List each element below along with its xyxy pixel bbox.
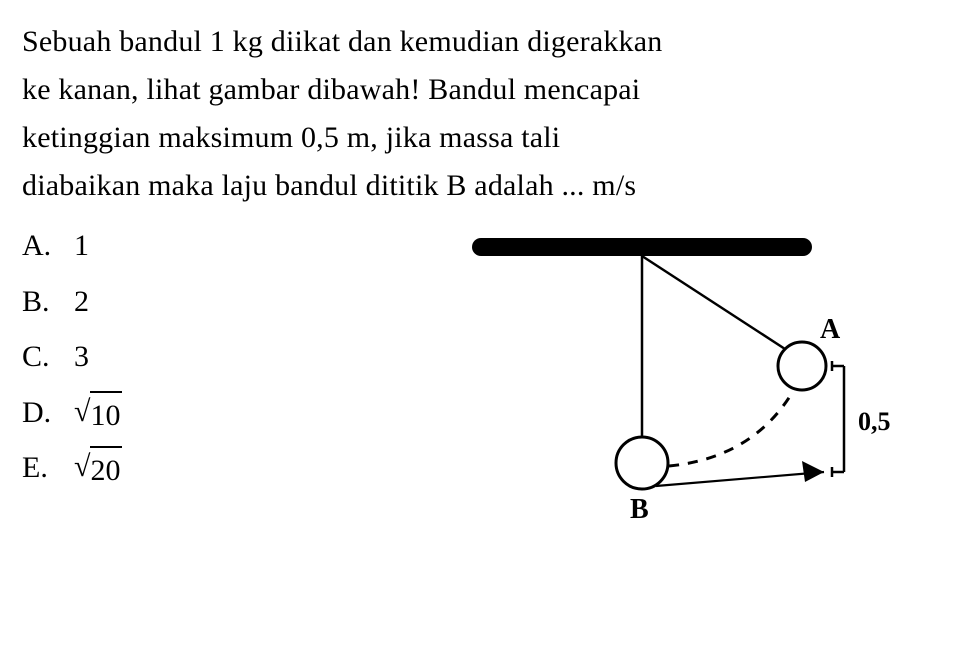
radical-icon: √ <box>74 452 90 482</box>
option-E: E. √ 20 <box>22 440 422 496</box>
radical-icon: √ <box>74 397 90 427</box>
sqrt-arg: 20 <box>90 446 122 486</box>
option-value: 1 <box>74 218 89 274</box>
q-line-4: diabaikan maka laju bandul dititik B ada… <box>22 162 948 210</box>
sqrt-arg: 10 <box>90 391 122 431</box>
q-line-1: Sebuah bandul 1 kg diikat dan kemudian d… <box>22 18 948 66</box>
pendulum-diagram: A B 0,5 <box>422 218 948 528</box>
option-B: B. 2 <box>22 274 422 330</box>
options-list: A. 1 B. 2 C. 3 D. √ 10 E. √ 20 <box>22 218 422 528</box>
q-line-2: ke kanan, lihat gambar dibawah! Bandul m… <box>22 66 948 114</box>
svg-text:0,5: 0,5 <box>858 407 891 436</box>
svg-text:A: A <box>820 314 841 345</box>
option-letter: D. <box>22 385 74 441</box>
sqrt-expr: √ 10 <box>74 385 122 441</box>
question-text: Sebuah bandul 1 kg diikat dan kemudian d… <box>22 18 948 210</box>
q-line-3: ketinggian maksimum 0,5 m, jika massa ta… <box>22 114 948 162</box>
option-value: 2 <box>74 274 89 330</box>
svg-text:B: B <box>630 494 649 525</box>
option-letter: A. <box>22 218 74 274</box>
option-A: A. 1 <box>22 218 422 274</box>
option-value: 3 <box>74 329 89 385</box>
option-C: C. 3 <box>22 329 422 385</box>
option-D: D. √ 10 <box>22 385 422 441</box>
option-letter: C. <box>22 329 74 385</box>
option-letter: B. <box>22 274 74 330</box>
sqrt-expr: √ 20 <box>74 440 122 496</box>
option-letter: E. <box>22 440 74 496</box>
